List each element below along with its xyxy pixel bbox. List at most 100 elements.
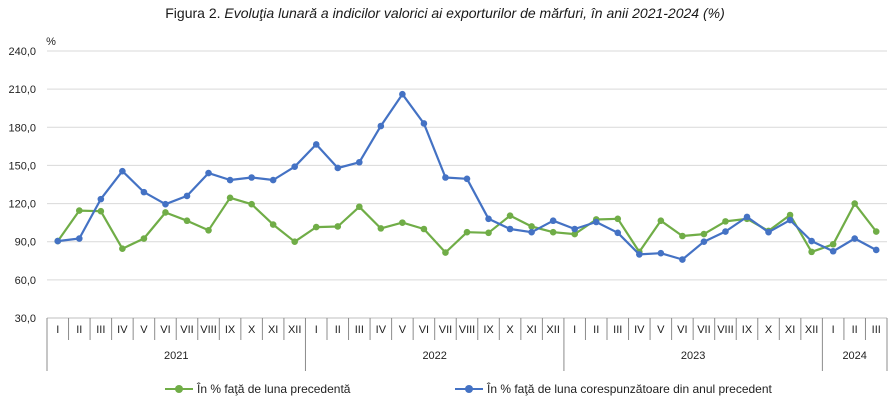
data-point-series-2 <box>700 238 708 246</box>
x-tick-label: I <box>832 324 835 336</box>
data-point-series-1 <box>377 225 385 232</box>
legend-item-series-2: În % faţă de luna corespunzătoare din an… <box>455 382 772 396</box>
data-point-series-2 <box>76 235 83 242</box>
data-point-series-1 <box>119 245 126 253</box>
data-point-series-2 <box>765 228 772 236</box>
y-tick-label: 240,0 <box>8 46 36 58</box>
data-point-series-1 <box>226 194 234 202</box>
figure-number: Figura 2. <box>165 5 221 21</box>
data-point-series-2 <box>291 163 298 170</box>
data-point-series-1 <box>312 223 320 231</box>
x-tick-label: VI <box>419 324 429 336</box>
data-point-series-2 <box>226 176 234 184</box>
chart-title: Figura 2. Evoluţia lunară a indicilor va… <box>0 5 890 21</box>
data-point-series-2 <box>679 256 686 263</box>
data-point-series-2 <box>162 200 169 208</box>
data-point-series-2 <box>356 158 363 166</box>
x-tick-label: VI <box>677 324 687 336</box>
gridlines <box>47 50 887 319</box>
x-tick-label: III <box>613 324 622 336</box>
x-tick-label: VII <box>439 324 452 336</box>
x-tick-label: I <box>56 324 59 336</box>
x-tick-label: VII <box>180 324 193 336</box>
x-tick-label: III <box>96 324 105 336</box>
data-point-series-2 <box>657 249 665 257</box>
x-tick-label: IX <box>742 324 753 336</box>
data-point-series-1 <box>657 217 665 225</box>
x-tick-label: VII <box>697 324 710 336</box>
data-point-series-2 <box>549 217 557 225</box>
data-point-series-2 <box>334 164 342 172</box>
data-point-series-2 <box>269 176 277 184</box>
data-point-series-1 <box>528 223 535 230</box>
data-point-series-2 <box>54 237 62 245</box>
x-axis: I II III IV V VI VII VIII IX X XI XII I II III IV V VI VII… <box>46 318 888 371</box>
x-tick-label: V <box>657 324 665 336</box>
data-point-series-1 <box>205 226 212 234</box>
legend-label-series-1: În % faţă de luna precedentă <box>197 382 351 396</box>
data-point-series-1 <box>162 209 169 216</box>
series-layer <box>54 90 880 263</box>
data-point-series-1 <box>679 232 686 240</box>
x-tick-label: XI <box>526 324 536 336</box>
year-label: 2023 <box>681 350 705 362</box>
y-axis: 30,0 60,0 90,0 120,0 150,0 180,0 210,0 240,0% <box>8 36 56 325</box>
data-point-series-2 <box>97 195 105 203</box>
x-tick-label: IV <box>634 324 645 336</box>
data-point-series-1 <box>485 229 492 237</box>
y-tick-label: 30,0 <box>15 313 36 325</box>
data-point-series-1 <box>851 200 858 207</box>
data-point-series-2 <box>851 235 858 242</box>
data-point-series-2 <box>119 167 126 175</box>
data-point-series-2 <box>786 216 794 224</box>
data-point-series-1 <box>356 203 363 211</box>
legend-swatch-green <box>165 385 193 393</box>
x-tick-label: IX <box>483 324 494 336</box>
data-point-series-2 <box>183 192 191 200</box>
y-tick-label: 180,0 <box>8 122 36 134</box>
x-tick-label: XII <box>288 324 301 336</box>
data-point-series-1 <box>248 200 255 208</box>
legend-swatch-blue <box>455 385 483 393</box>
x-tick-label: XI <box>785 324 795 336</box>
data-point-series-2 <box>636 251 643 258</box>
y-tick-label: 150,0 <box>8 160 36 172</box>
x-tick-label: VIII <box>717 324 734 336</box>
x-tick-label: II <box>852 324 858 336</box>
data-point-series-1 <box>291 238 298 246</box>
x-tick-label: X <box>506 324 514 336</box>
x-tick-label: XII <box>546 324 559 336</box>
data-point-series-2 <box>571 225 578 233</box>
data-point-series-2 <box>205 169 212 177</box>
y-tick-label: 90,0 <box>15 237 36 249</box>
y-tick-label: 60,0 <box>15 275 36 287</box>
data-point-series-1 <box>700 230 708 238</box>
y-tick-label: 210,0 <box>8 84 36 96</box>
x-tick-label: V <box>399 324 407 336</box>
data-point-series-1 <box>420 225 428 233</box>
data-point-series-1 <box>269 221 277 228</box>
data-point-series-1 <box>140 235 148 242</box>
data-point-series-2 <box>872 246 880 254</box>
legend: În % faţă de luna precedentă În % faţă d… <box>0 382 890 400</box>
data-point-series-2 <box>722 228 729 235</box>
year-label: 2022 <box>422 350 446 362</box>
data-point-series-2 <box>485 215 492 223</box>
data-point-series-1 <box>399 219 406 226</box>
x-tick-label: I <box>573 324 576 336</box>
data-point-series-1 <box>786 211 794 219</box>
x-tick-label: IV <box>376 324 387 336</box>
y-axis-unit-label: % <box>46 36 56 48</box>
data-point-series-1 <box>571 230 578 238</box>
data-point-series-1 <box>614 215 622 223</box>
series-line-1 <box>56 196 878 254</box>
data-point-series-1 <box>549 228 557 236</box>
data-point-series-2 <box>312 141 320 148</box>
x-tick-label: IV <box>117 324 128 336</box>
x-tick-label: X <box>248 324 256 336</box>
data-point-series-1 <box>463 228 471 236</box>
data-point-series-1 <box>183 217 191 225</box>
x-tick-label: II <box>335 324 341 336</box>
